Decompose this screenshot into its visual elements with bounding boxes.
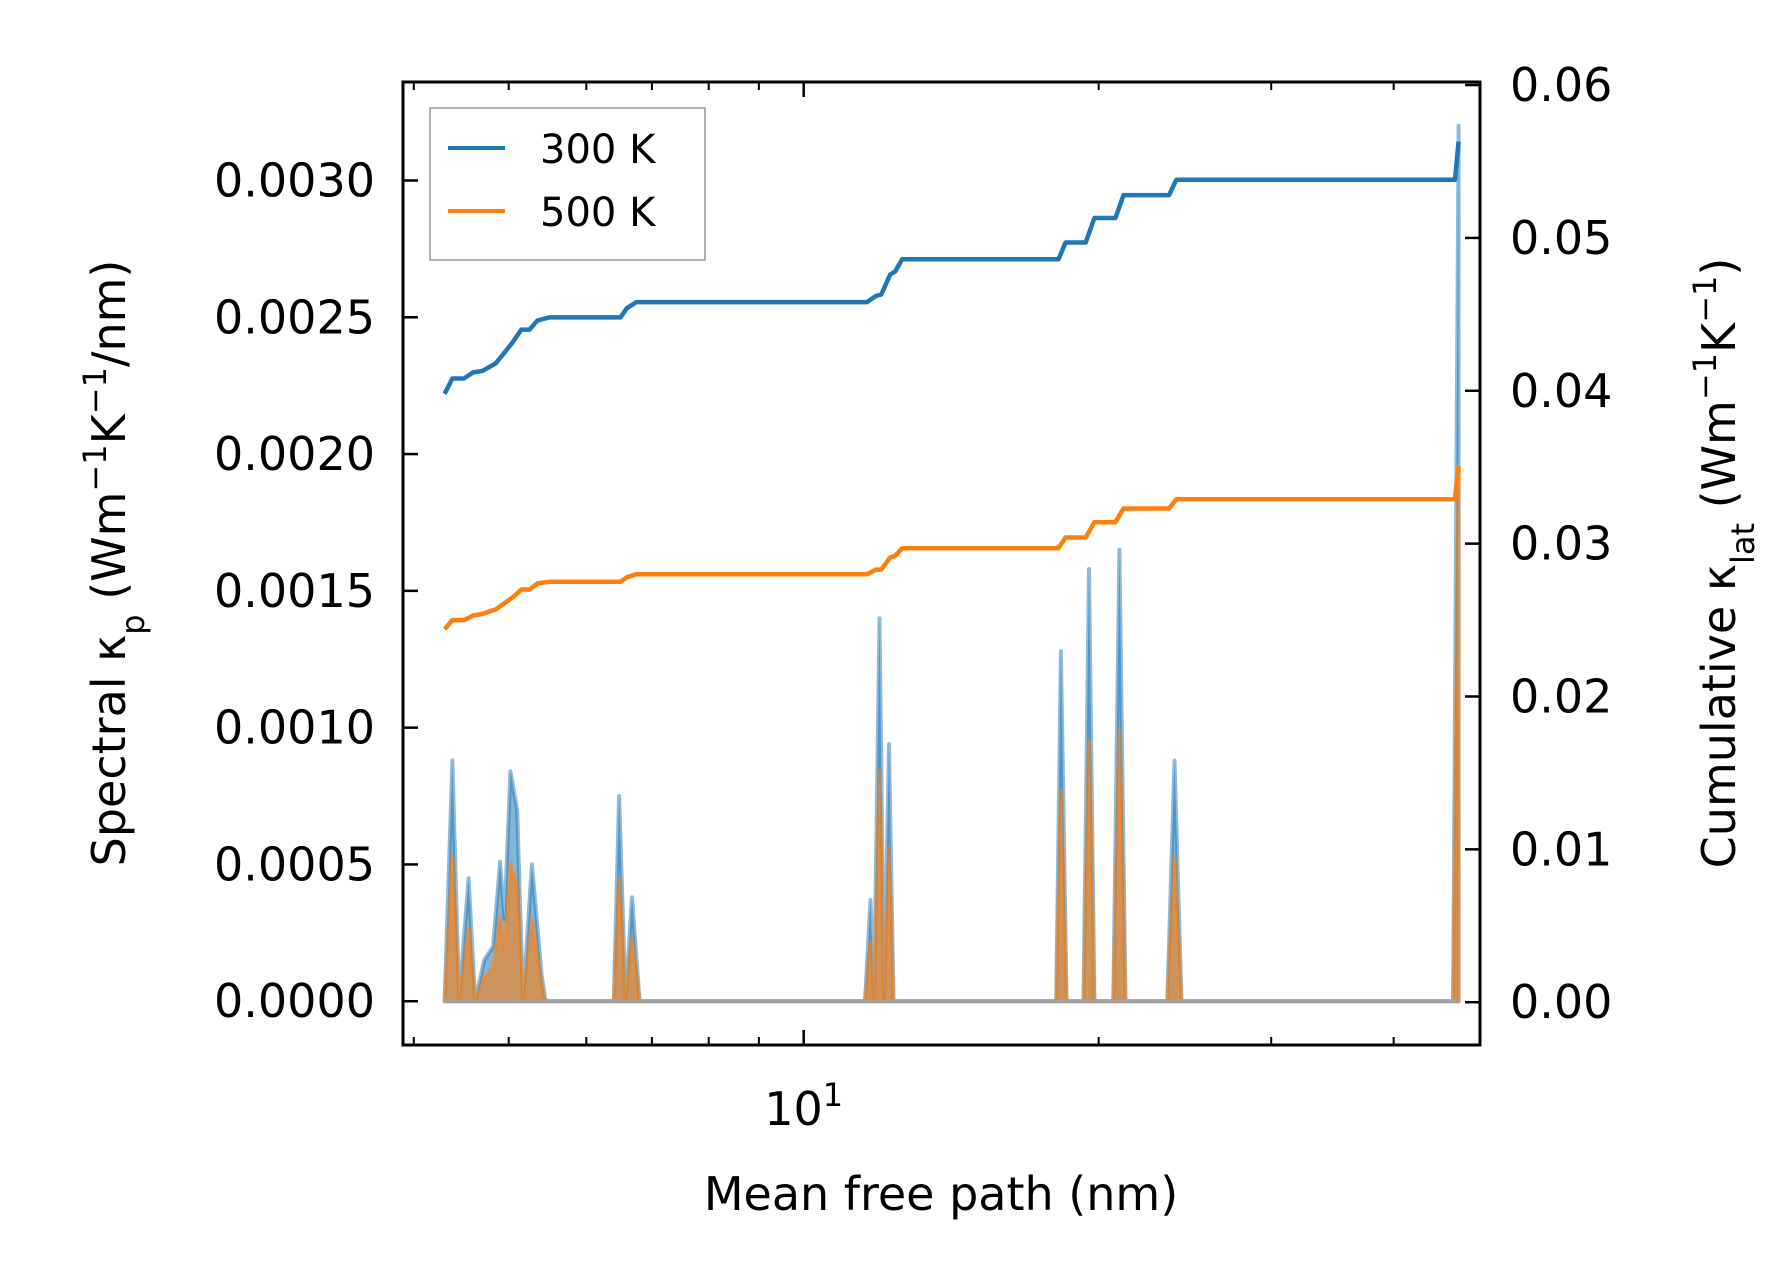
cumulative-line-500k: [442, 465, 1461, 631]
cumulative-line-300k: [442, 141, 1461, 395]
y-right-tick-label: 0.04: [1510, 364, 1612, 418]
y-left-tick-label: 0.0005: [214, 837, 375, 891]
spectral-fill-layer: [442, 123, 1461, 1004]
y-right-tick-label: 0.00: [1510, 975, 1612, 1029]
cumulative-lines-layer: [442, 141, 1461, 631]
y-left-tick-label: 0.0030: [214, 153, 375, 207]
legend-label-300k: 300 K: [540, 127, 657, 173]
y-axis-right-title: Cumulative κlat (Wm−1K−1): [1686, 258, 1762, 869]
y-right-tick-label: 0.06: [1510, 58, 1612, 112]
y-left-tick-label: 0.0020: [214, 427, 375, 481]
y-axis-left-title: Spectral κp (Wm−1K−1/nm): [76, 260, 152, 867]
y-right-tick-label: 0.05: [1510, 211, 1612, 265]
y-right-tick-label: 0.03: [1510, 517, 1612, 571]
plot-frame: [401, 80, 1482, 1047]
y-left-tick-label: 0.0025: [214, 290, 375, 344]
y-left-tick-label: 0.0010: [214, 701, 375, 755]
legend: 300 K 500 K: [429, 107, 706, 261]
y-left-tick-label: 0.0015: [214, 564, 375, 618]
x-axis-title: Mean free path (nm): [704, 1167, 1178, 1221]
x-tick-label: 101: [764, 1076, 843, 1136]
y-left-tick-label: 0.0000: [214, 974, 375, 1028]
tick-labels-layer: 101 0.0000 0.0005 0.0010 0.0015 0.0020 0.0025 0…: [214, 58, 1612, 1136]
y-right-tick-label: 0.02: [1510, 669, 1612, 723]
y-right-tick-label: 0.01: [1510, 822, 1612, 876]
legend-box: [429, 107, 706, 261]
ticks-layer: [403, 82, 1480, 1045]
legend-label-500k: 500 K: [540, 190, 657, 236]
